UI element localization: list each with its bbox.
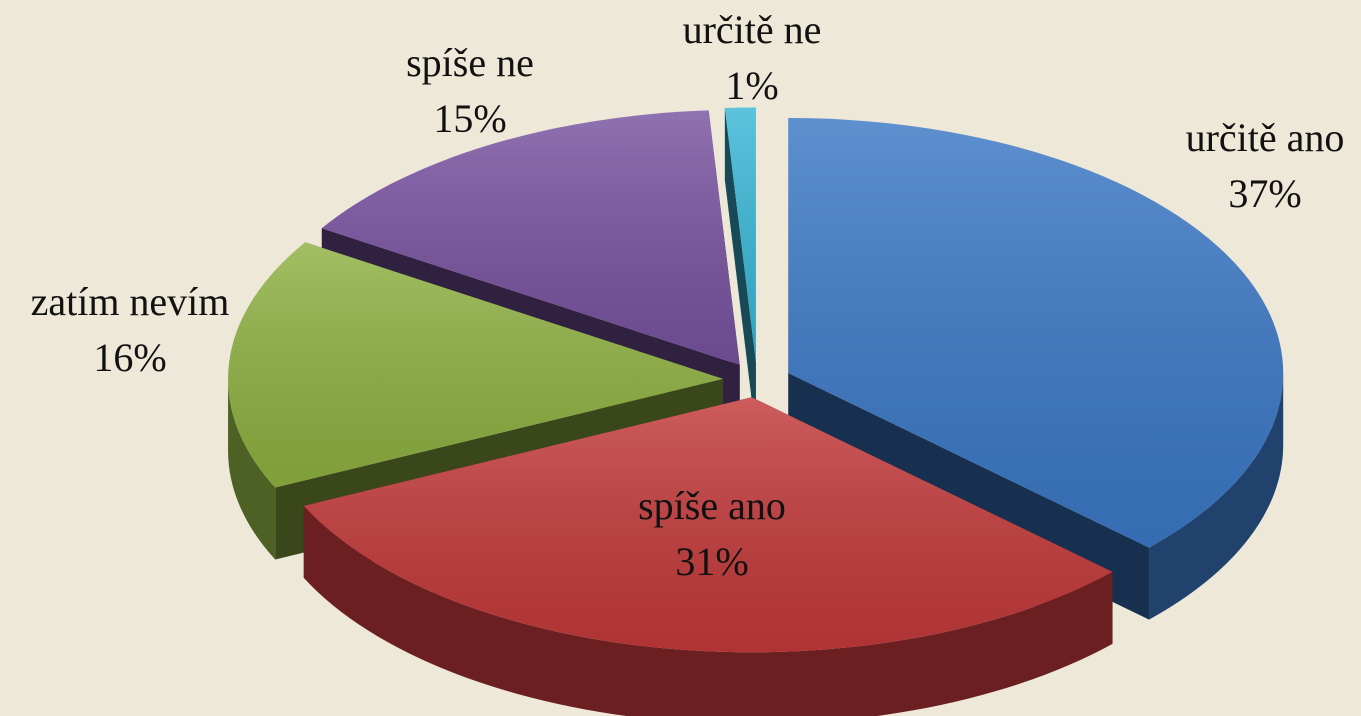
slice-value-label: 31% [675,539,748,584]
slice-shine [321,110,740,365]
slice-shine [724,107,756,363]
slice-label: spíše ano [638,483,786,528]
slice-shine [303,397,1113,653]
slice [788,118,1284,620]
slice-side [303,505,1113,716]
slice [303,397,1113,716]
slice-label: určitě ano [1186,115,1345,160]
slice-label: zatím nevím [31,279,230,324]
slice-shine [788,118,1284,548]
slice [724,107,756,435]
slice-value-label: 37% [1228,171,1301,216]
slice-label: určitě ne [683,7,822,52]
slice-side [1149,373,1284,620]
slice-value-label: 1% [725,63,778,108]
slice-side [228,378,276,560]
slice-value-label: 15% [433,96,506,141]
slice-side [724,107,756,435]
slice-shine [228,242,724,488]
slice-label: spíše ne [406,40,534,85]
slice-value-label: 16% [93,335,166,380]
